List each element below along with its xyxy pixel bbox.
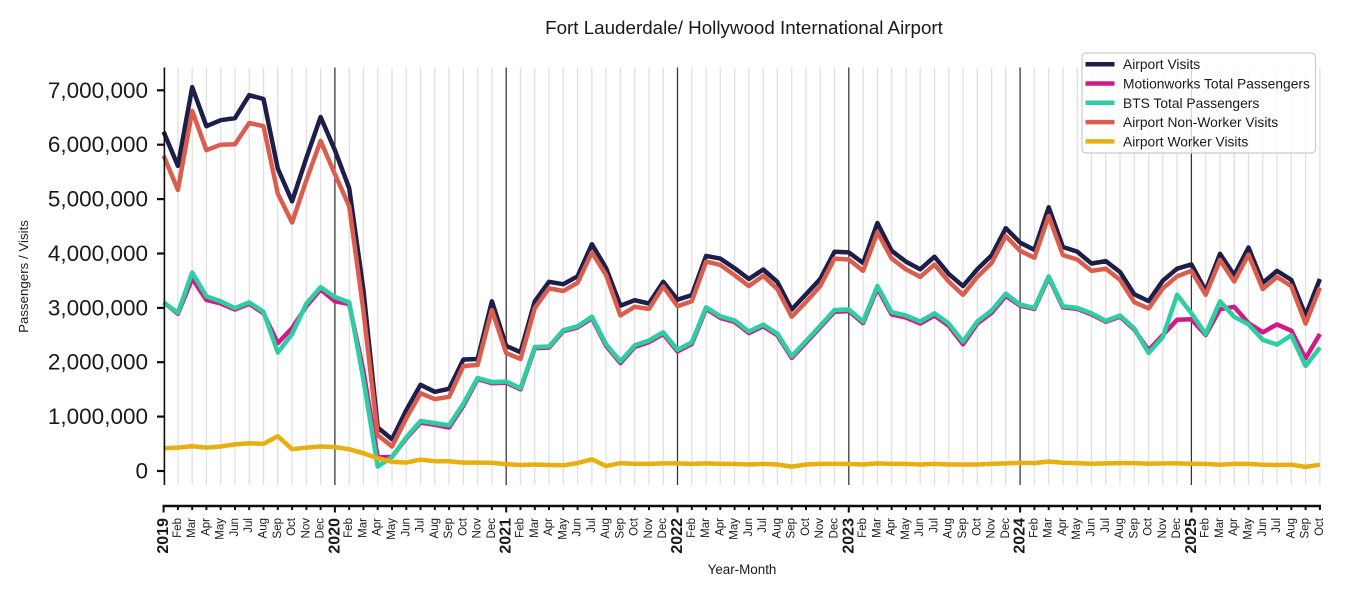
svg-text:Aug: Aug [600, 518, 612, 538]
svg-text:Apr: Apr [1057, 518, 1069, 536]
svg-text:Airport Non-Worker Visits: Airport Non-Worker Visits [1123, 115, 1278, 130]
svg-text:Sep: Sep [957, 518, 969, 538]
svg-text:Jul: Jul [243, 518, 255, 533]
svg-text:Jun: Jun [572, 518, 584, 537]
svg-text:Dec: Dec [486, 518, 498, 539]
svg-text:Aug: Aug [943, 518, 955, 538]
svg-text:Oct: Oct [1143, 517, 1155, 536]
svg-text:May: May [1243, 518, 1255, 540]
svg-text:Jun: Jun [229, 518, 241, 537]
svg-text:Apr: Apr [372, 518, 384, 536]
svg-text:Oct: Oct [1314, 517, 1326, 536]
svg-text:Apr: Apr [543, 518, 555, 536]
svg-text:Jul: Jul [757, 518, 769, 533]
svg-text:Aug: Aug [1114, 518, 1126, 538]
svg-text:Motionworks Total Passengers: Motionworks Total Passengers [1123, 77, 1310, 92]
svg-text:Jul: Jul [1271, 518, 1283, 533]
svg-text:Oct: Oct [286, 517, 298, 536]
svg-text:6,000,000: 6,000,000 [48, 132, 148, 157]
svg-text:Airport Visits: Airport Visits [1123, 57, 1200, 72]
svg-text:Feb: Feb [1200, 518, 1212, 538]
svg-text:7,000,000: 7,000,000 [48, 78, 148, 103]
svg-text:Apr: Apr [1228, 518, 1240, 536]
svg-text:Jun: Jun [743, 518, 755, 537]
svg-text:2019: 2019 [155, 518, 172, 554]
svg-text:Aug: Aug [771, 518, 783, 538]
svg-text:Jun: Jun [400, 518, 412, 537]
svg-text:Aug: Aug [1285, 518, 1297, 538]
svg-text:Dec: Dec [1000, 518, 1012, 539]
svg-text:Sep: Sep [786, 518, 798, 538]
svg-text:Mar: Mar [1214, 518, 1226, 538]
svg-text:2024: 2024 [1012, 518, 1029, 554]
svg-text:Dec: Dec [657, 518, 669, 539]
svg-text:Feb: Feb [343, 518, 355, 538]
svg-text:Aug: Aug [258, 518, 270, 538]
svg-text:Apr: Apr [886, 518, 898, 536]
svg-text:2021: 2021 [498, 518, 515, 554]
svg-text:Feb: Feb [1028, 518, 1040, 538]
svg-text:4,000,000: 4,000,000 [48, 241, 148, 266]
svg-text:Sep: Sep [443, 518, 455, 538]
svg-text:May: May [900, 518, 912, 540]
svg-text:Sep: Sep [614, 518, 626, 538]
svg-text:2,000,000: 2,000,000 [48, 350, 148, 375]
svg-text:May: May [386, 518, 398, 540]
svg-text:Dec: Dec [1171, 518, 1183, 539]
svg-text:Mar: Mar [357, 518, 369, 538]
svg-text:Nov: Nov [986, 518, 998, 539]
svg-text:Jun: Jun [1257, 518, 1269, 537]
svg-text:Jul: Jul [1100, 518, 1112, 533]
svg-text:Airport Worker Visits: Airport Worker Visits [1123, 134, 1248, 149]
svg-text:Dec: Dec [315, 518, 327, 539]
svg-text:Sep: Sep [1128, 518, 1140, 538]
svg-text:Sep: Sep [272, 518, 284, 538]
svg-text:2022: 2022 [669, 518, 686, 554]
svg-text:Jul: Jul [929, 518, 941, 533]
svg-text:Mar: Mar [529, 518, 541, 538]
svg-text:May: May [729, 518, 741, 540]
svg-text:2023: 2023 [840, 518, 857, 554]
svg-text:May: May [215, 518, 227, 540]
svg-text:Apr: Apr [200, 518, 212, 536]
svg-text:May: May [557, 518, 569, 540]
svg-text:Mar: Mar [871, 518, 883, 538]
svg-text:Mar: Mar [186, 518, 198, 538]
svg-text:0: 0 [135, 459, 148, 484]
svg-text:Feb: Feb [172, 518, 184, 538]
svg-text:Oct: Oct [971, 517, 983, 536]
svg-text:Jun: Jun [914, 518, 926, 537]
svg-text:Mar: Mar [1043, 518, 1055, 538]
svg-text:Feb: Feb [515, 518, 527, 538]
svg-text:May: May [1071, 518, 1083, 540]
svg-text:Jul: Jul [586, 518, 598, 533]
svg-text:Oct: Oct [800, 517, 812, 536]
svg-text:Jul: Jul [415, 518, 427, 533]
svg-text:Feb: Feb [686, 518, 698, 538]
svg-text:Year-Month: Year-Month [708, 562, 777, 577]
svg-text:Passengers / Visits: Passengers / Visits [16, 220, 31, 333]
svg-text:Nov: Nov [814, 518, 826, 539]
svg-text:2025: 2025 [1183, 518, 1200, 554]
svg-text:Mar: Mar [700, 518, 712, 538]
svg-text:Nov: Nov [300, 518, 312, 539]
svg-text:Sep: Sep [1300, 518, 1312, 538]
svg-text:3,000,000: 3,000,000 [48, 295, 148, 320]
svg-text:Dec: Dec [829, 518, 841, 539]
svg-text:Nov: Nov [472, 518, 484, 539]
svg-text:Aug: Aug [429, 518, 441, 538]
svg-text:Jun: Jun [1086, 518, 1098, 537]
svg-text:1,000,000: 1,000,000 [48, 404, 148, 429]
svg-text:Feb: Feb [857, 518, 869, 538]
svg-text:5,000,000: 5,000,000 [48, 187, 148, 212]
svg-text:Nov: Nov [1157, 518, 1169, 539]
svg-text:Apr: Apr [714, 518, 726, 536]
svg-text:BTS Total Passengers: BTS Total Passengers [1123, 96, 1259, 111]
svg-text:Oct: Oct [457, 517, 469, 536]
svg-text:Fort Lauderdale/ Hollywood Int: Fort Lauderdale/ Hollywood International… [545, 17, 944, 38]
svg-text:2020: 2020 [326, 518, 343, 554]
svg-text:Oct: Oct [629, 517, 641, 536]
svg-text:Nov: Nov [643, 518, 655, 539]
